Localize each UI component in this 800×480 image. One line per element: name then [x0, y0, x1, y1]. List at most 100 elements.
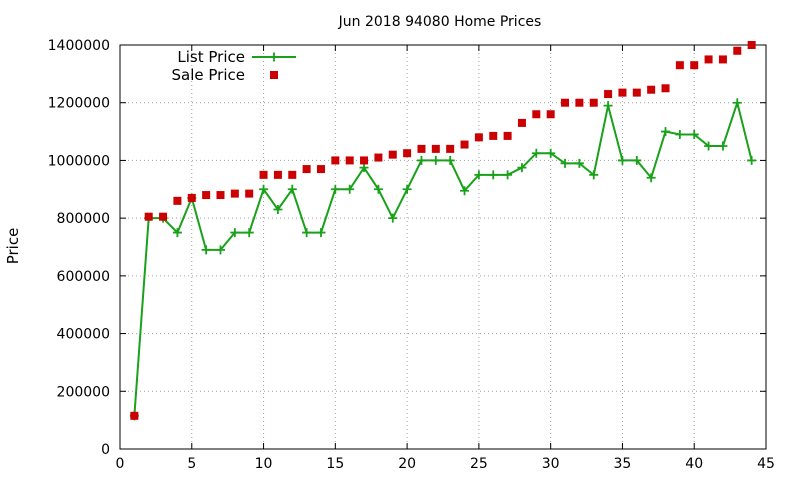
list-price-point	[345, 184, 355, 194]
list-price-point	[718, 141, 728, 151]
sale-price-point	[446, 144, 455, 153]
sale-price-point	[474, 133, 483, 142]
sale-price-point	[259, 170, 268, 179]
y-tick-label: 600000	[57, 269, 110, 285]
x-tick-label: 0	[116, 456, 125, 472]
x-tick-label: 20	[398, 456, 416, 472]
sale-price-point	[360, 156, 369, 165]
legend-swatch-marker	[269, 52, 279, 62]
x-tick-label: 35	[614, 456, 632, 472]
sale-price-point	[302, 165, 311, 174]
list-price-point	[373, 184, 383, 194]
sale-price-point	[374, 153, 383, 162]
list-price-point	[201, 245, 211, 255]
y-tick-label: 0	[101, 442, 110, 458]
sale-price-point	[604, 90, 613, 99]
list-price-point	[431, 155, 441, 165]
list-price-point	[316, 228, 326, 238]
series-list-price	[129, 98, 757, 421]
sale-price-point	[187, 193, 196, 202]
list-price-point	[632, 155, 642, 165]
list-price-point	[531, 148, 541, 158]
list-price-point	[517, 163, 527, 173]
sale-price-point	[618, 88, 627, 97]
x-tick-label: 15	[326, 456, 344, 472]
list-price-point	[474, 170, 484, 180]
sale-price-point	[345, 156, 354, 165]
list-price-point	[603, 101, 613, 111]
series-layer	[129, 41, 757, 421]
list-price-point	[302, 228, 312, 238]
sale-price-point	[733, 46, 742, 55]
sale-price-point	[245, 189, 254, 198]
sale-price-point	[216, 191, 225, 200]
y-tick-label: 400000	[57, 327, 110, 343]
x-tick-label: 40	[685, 456, 703, 472]
list-price-point	[704, 141, 714, 151]
list-price-point	[230, 228, 240, 238]
sale-price-point	[144, 212, 153, 221]
list-price-point	[661, 127, 671, 137]
sale-price-point	[632, 88, 641, 97]
sale-price-point	[331, 156, 340, 165]
y-tick-label: 1400000	[48, 38, 110, 54]
chart-title: Jun 2018 94080 Home Prices	[338, 14, 542, 30]
list-price-point	[273, 204, 283, 214]
sale-price-point	[159, 212, 168, 221]
legend-label: List Price	[177, 48, 245, 66]
sale-price-point	[417, 144, 426, 153]
list-price-point	[215, 245, 225, 255]
list-price-point	[546, 148, 556, 158]
x-tick-label: 25	[470, 456, 488, 472]
list-price-point	[402, 184, 412, 194]
list-price-point	[259, 184, 269, 194]
list-price-point	[646, 173, 656, 183]
sale-price-point	[690, 61, 699, 70]
sale-price-point	[489, 131, 498, 140]
list-price-point	[747, 155, 757, 165]
list-price-point	[617, 155, 627, 165]
list-price-point	[503, 170, 513, 180]
sale-price-point	[661, 84, 670, 93]
y-tick-label: 1000000	[48, 153, 110, 169]
sale-price-point	[273, 170, 282, 179]
sale-price-point	[130, 411, 139, 420]
sale-price-point	[388, 150, 397, 159]
list-price-point	[689, 129, 699, 139]
sale-price-point	[503, 131, 512, 140]
x-tick-label: 5	[187, 456, 196, 472]
list-price-point	[589, 170, 599, 180]
list-price-point	[445, 155, 455, 165]
list-price-point	[574, 158, 584, 168]
list-price-point	[488, 170, 498, 180]
x-tick-label: 30	[542, 456, 560, 472]
list-price-line	[133, 99, 753, 416]
sale-price-point	[747, 41, 756, 49]
sale-price-point	[173, 196, 182, 205]
list-price-point	[287, 184, 297, 194]
sale-price-point	[316, 165, 325, 174]
y-tick-label: 200000	[57, 384, 110, 400]
sale-price-point	[288, 170, 297, 179]
y-tick-label: 800000	[57, 211, 110, 227]
sale-price-point	[403, 149, 412, 158]
sale-price-point	[532, 110, 541, 119]
sale-price-point	[202, 191, 211, 200]
list-price-point	[330, 184, 340, 194]
list-price-point	[675, 129, 685, 139]
sale-price-point	[647, 85, 656, 94]
sale-price-point	[675, 61, 684, 70]
legend-label: Sale Price	[172, 66, 245, 84]
axis-ticks: 0 5 10 15 20 25 30 35 40 45 0 200000 400000 600000 800…	[48, 38, 775, 472]
sale-price-point	[431, 144, 440, 153]
sale-price-point	[589, 98, 598, 107]
list-price-point	[388, 213, 398, 223]
list-price-point	[359, 163, 369, 173]
list-price-point	[172, 228, 182, 238]
list-price-point	[732, 98, 742, 108]
sale-price-point	[517, 118, 526, 127]
legend-swatch-marker	[270, 71, 278, 79]
sale-price-point	[460, 140, 469, 149]
